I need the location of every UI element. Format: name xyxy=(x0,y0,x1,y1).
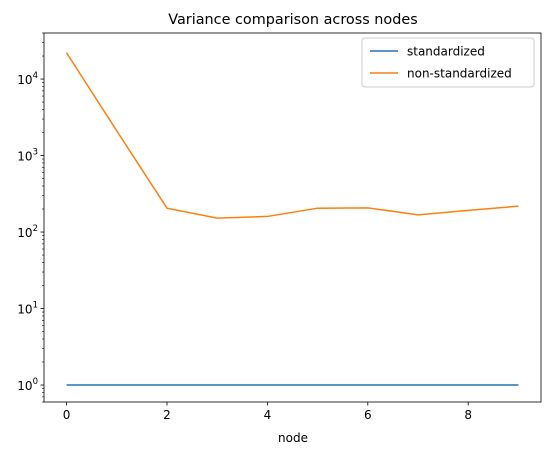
plot-frame xyxy=(43,32,542,403)
x-tick-label: 8 xyxy=(464,408,472,422)
series-line-1 xyxy=(65,52,519,219)
legend-label-1: non-standardized xyxy=(407,67,512,81)
legend-label-0: standardized xyxy=(407,45,485,59)
x-axis-label: node xyxy=(278,431,308,445)
axes-layer: 0 2 4 6 8 100 101 102 103 104 xyxy=(17,32,472,422)
x-tick-label: 4 xyxy=(264,408,272,422)
x-tick-label: 2 xyxy=(163,408,171,422)
series-layer xyxy=(65,52,519,386)
y-tick-label: 100 xyxy=(17,377,38,393)
y-tick-label: 102 xyxy=(17,224,38,240)
y-tick-label: 103 xyxy=(17,148,38,164)
x-tick-label: 0 xyxy=(63,408,71,422)
legend-box xyxy=(361,37,535,88)
y-tick-label: 104 xyxy=(17,71,38,87)
x-tick-label: 6 xyxy=(364,408,372,422)
y-tick-label: 101 xyxy=(17,301,38,317)
chart-title: Variance comparison across nodes xyxy=(168,12,417,28)
plot-area xyxy=(44,33,541,402)
legend: standardized non-standardized xyxy=(361,37,535,88)
